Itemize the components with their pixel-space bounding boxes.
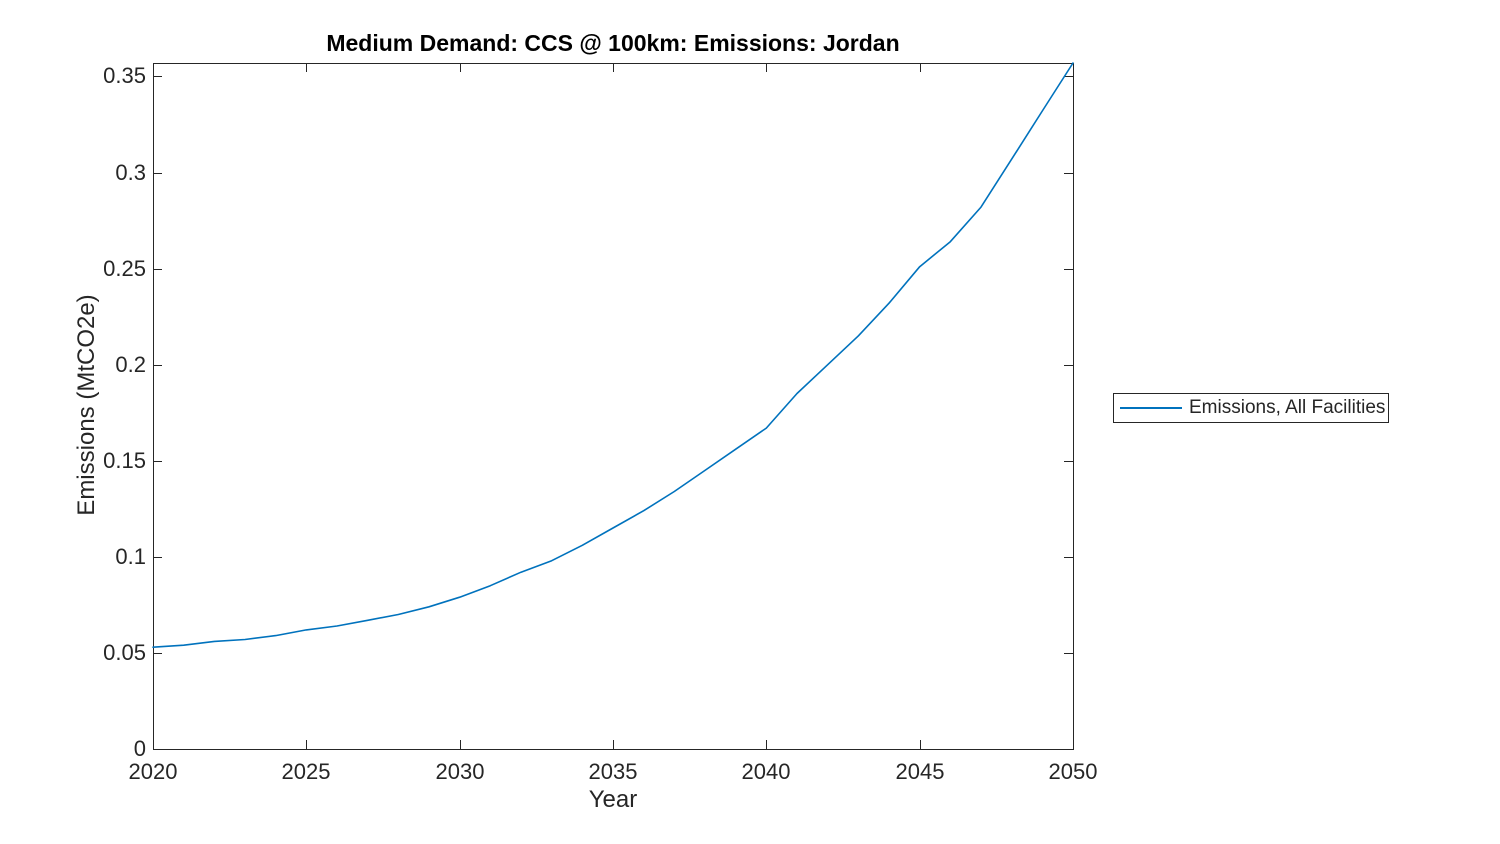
y-tick-label: 0.3 bbox=[115, 160, 146, 185]
chart-title: Medium Demand: CCS @ 100km: Emissions: J… bbox=[326, 30, 900, 56]
axes-box bbox=[153, 63, 1074, 750]
x-tick-label: 2040 bbox=[741, 759, 791, 784]
y-tick-label: 0.1 bbox=[115, 544, 146, 569]
x-tick-label: 2030 bbox=[435, 759, 485, 784]
y-tick-label: 0.35 bbox=[103, 63, 146, 88]
emissions-line bbox=[152, 62, 1074, 649]
x-tick-label: 2050 bbox=[1048, 759, 1098, 784]
legend: Emissions, All Facilities bbox=[1113, 393, 1389, 423]
x-tick-label: 2045 bbox=[895, 759, 945, 784]
y-tick-label: 0.05 bbox=[103, 640, 146, 665]
x-axis-label: Year bbox=[588, 786, 638, 813]
y-tick-label: 0.2 bbox=[115, 352, 146, 377]
legend-label: Emissions, All Facilities bbox=[1189, 397, 1386, 418]
y-tick-label: 0.15 bbox=[103, 448, 146, 473]
x-tick-label: 2025 bbox=[281, 759, 331, 784]
x-tick-label: 2035 bbox=[588, 759, 638, 784]
y-tick-label: 0 bbox=[133, 736, 146, 761]
x-tick-label: 2020 bbox=[128, 759, 178, 784]
y-tick-label: 0.25 bbox=[103, 256, 146, 281]
legend-line-sample bbox=[1120, 407, 1182, 409]
